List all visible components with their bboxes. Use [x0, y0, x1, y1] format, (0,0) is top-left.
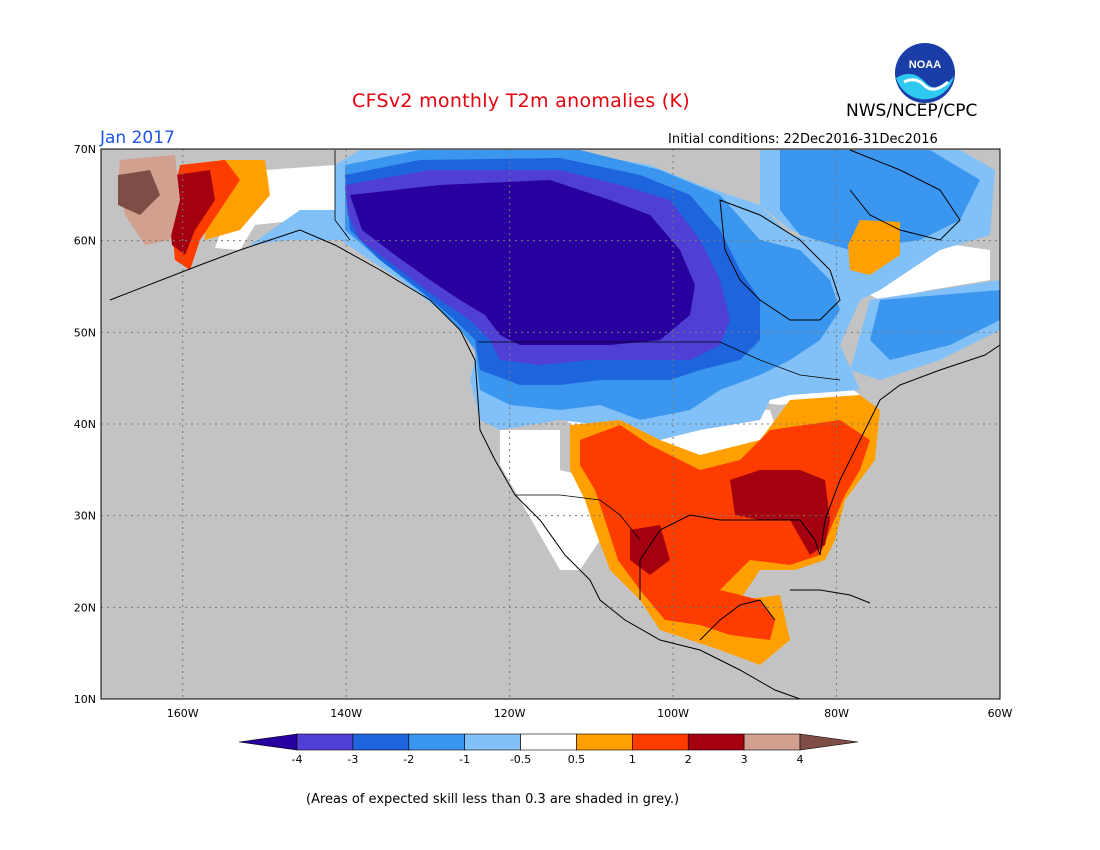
legend-label: 3: [741, 753, 748, 766]
political-boundaries: [334, 150, 841, 541]
coast-yucatan: [699, 599, 776, 641]
noaa-logo: NOAA: [895, 43, 955, 103]
initial-conditions: Initial conditions: 22Dec2016-31Dec2016: [668, 132, 938, 147]
legend-label: 4: [797, 753, 804, 766]
legend-arrow-high: [799, 733, 859, 751]
legend-label: 1: [629, 753, 636, 766]
lat-tick-label: 30N: [74, 510, 96, 523]
legend-label: -2: [403, 753, 414, 766]
lat-tick-label: 60N: [74, 235, 96, 248]
noaa-logo-text: NOAA: [909, 59, 941, 71]
coast-cuba: [790, 589, 871, 604]
legend-label: 2: [685, 753, 692, 766]
skill-footnote: (Areas of expected skill less than 0.3 a…: [306, 792, 680, 807]
neutral-zone-southwest: [500, 430, 600, 570]
legend-swatch: [464, 733, 521, 751]
anom-plus2-alaska: [168, 170, 215, 255]
anom-plus4-region: [118, 170, 160, 215]
legend-label: -3: [347, 753, 358, 766]
grid-lines: [101, 149, 1000, 699]
coastlines: [109, 149, 1001, 700]
lat-tick-label: 50N: [74, 326, 96, 339]
border-alaska-canada: [334, 150, 351, 241]
lon-tick-label: 120W: [494, 707, 526, 720]
legend-swatch: [520, 733, 577, 751]
anom-minus1-atlantic: [870, 290, 1000, 360]
legend-label: -4: [292, 753, 303, 766]
map-title: CFSv2 monthly T2m anomalies (K): [352, 90, 690, 112]
legend-swatch: [632, 733, 689, 751]
coast-gulf: [639, 514, 821, 600]
lon-tick-label: 100W: [657, 707, 689, 720]
anom-minus1-east: [780, 150, 980, 250]
neutral-zone-alaska: [215, 165, 335, 250]
anomaly-shading: [118, 150, 1000, 665]
legend-arrow-low: [238, 733, 298, 751]
legend-swatch: [687, 733, 745, 751]
lon-tick-label: 60W: [988, 707, 1013, 720]
coast-west: [109, 229, 801, 700]
organization-label: NWS/NCEP/CPC: [846, 101, 978, 121]
lon-tick-label: 140W: [330, 707, 362, 720]
legend-swatch: [408, 733, 465, 751]
coast-east: [819, 344, 1001, 556]
legend-label: 0.5: [568, 753, 586, 766]
legend-label: -0.5: [510, 753, 531, 766]
legend-swatch: [352, 733, 410, 751]
plot-frame: [100, 148, 1001, 700]
border-canada-us: [478, 341, 841, 381]
lat-tick-label: 20N: [74, 601, 96, 614]
coast-hudson: [719, 199, 841, 321]
legend-label: -1: [459, 753, 470, 766]
anom-minus4-region: [350, 180, 695, 345]
map-axes: 70N 60N 50N 40N 30N 20N 10N 160W 140W 120W 100W 80W…: [74, 143, 1013, 720]
coast-greenland: [849, 149, 961, 241]
legend-swatch: [576, 733, 633, 751]
anom-plus2-region: [730, 470, 830, 555]
legend-swatch: [296, 733, 354, 751]
lon-tick-label: 160W: [167, 707, 199, 720]
anom-plus05-labrador: [848, 220, 900, 275]
lat-tick-label: 70N: [74, 143, 96, 156]
border-us-mexico: [515, 494, 641, 541]
lon-tick-label: 80W: [824, 707, 849, 720]
color-legend: -4 -3 -2 -1 -0.5 0.5 1 2 3 4: [238, 733, 859, 766]
lat-tick-label: 10N: [74, 693, 96, 706]
legend-swatch: [743, 733, 801, 751]
lat-tick-label: 40N: [74, 418, 96, 431]
forecast-month: Jan 2017: [100, 128, 175, 148]
